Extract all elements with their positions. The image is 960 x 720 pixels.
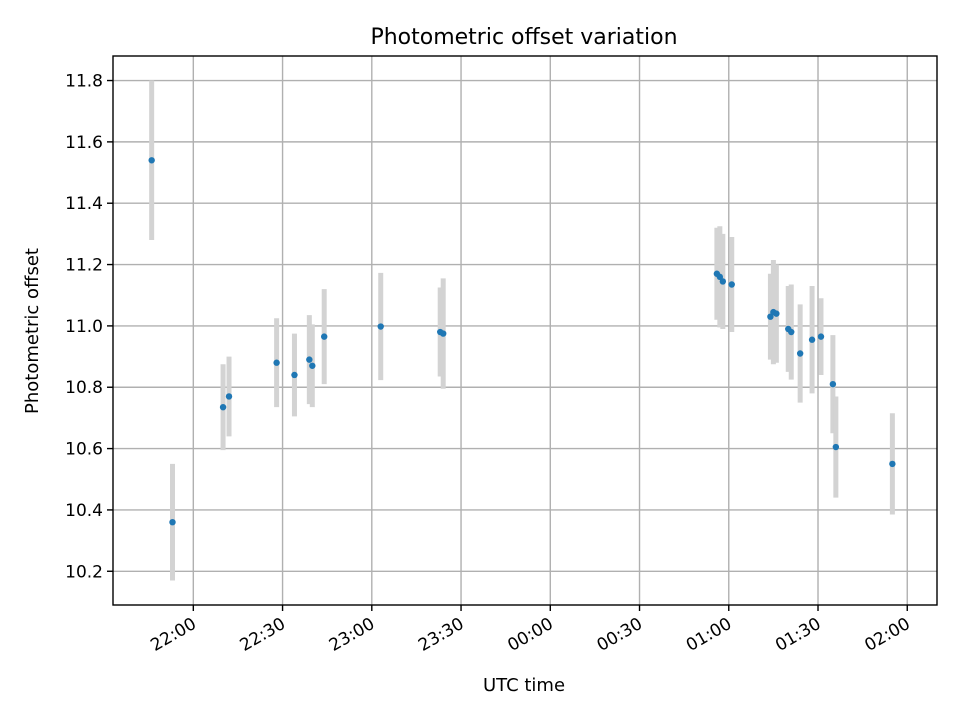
data-point [773,310,780,317]
data-point [291,371,298,379]
data-point [306,356,313,363]
data-point [719,278,727,285]
data-point [728,281,735,288]
y-tick-label: 11.6 [65,133,103,153]
y-tick-label: 10.2 [65,562,103,582]
x-tick-label: 22:30 [237,614,289,656]
data-point [148,157,155,164]
data-point [796,350,804,357]
y-tick-label: 11.4 [65,194,103,214]
data-point [377,323,384,330]
x-tick-label: 01:00 [683,614,735,656]
data-point [219,403,227,411]
data-point [808,336,816,343]
data-point [817,333,825,340]
y-tick-label: 11.0 [65,317,103,337]
y-tick-label: 10.4 [65,501,103,521]
x-axis-ticks: 22:00 22:30 23:00 23:30 00:00 00:30 01:00 01:30… [147,605,914,656]
x-tick-label: 23:30 [415,614,467,656]
data-point [889,460,896,468]
data-point [225,393,233,400]
error-bars [149,80,895,581]
x-axis-label: UTC time [483,675,565,696]
y-tick-label: 10.8 [65,378,103,398]
data-point [273,359,280,366]
x-tick-label: 02:00 [861,614,913,656]
chart-title: Photometric offset variation [370,25,677,50]
data-point [321,333,328,340]
y-tick-label: 10.6 [65,440,103,460]
y-tick-label: 11.8 [65,72,103,92]
y-tick-label: 11.2 [65,256,103,276]
data-point [169,518,176,526]
data-point [788,328,795,336]
y-axis-label: Photometric offset [22,248,43,414]
x-tick-label: 22:00 [147,614,199,656]
data-point [832,443,840,451]
data-point [439,330,447,337]
data-point [767,313,774,320]
y-axis-ticks: 10.2 10.4 10.6 10.8 11.0 11.2 11.4 11.6 11.8 [65,72,113,582]
data-point [309,362,316,369]
data-point [829,380,837,388]
data-points [148,157,896,526]
data-point [716,273,724,281]
x-tick-label: 01:30 [772,614,824,656]
plot-frame [112,55,938,606]
x-tick-label: 00:30 [594,614,646,656]
x-tick-label: 23:00 [326,614,378,656]
x-tick-label: 00:00 [504,614,556,656]
